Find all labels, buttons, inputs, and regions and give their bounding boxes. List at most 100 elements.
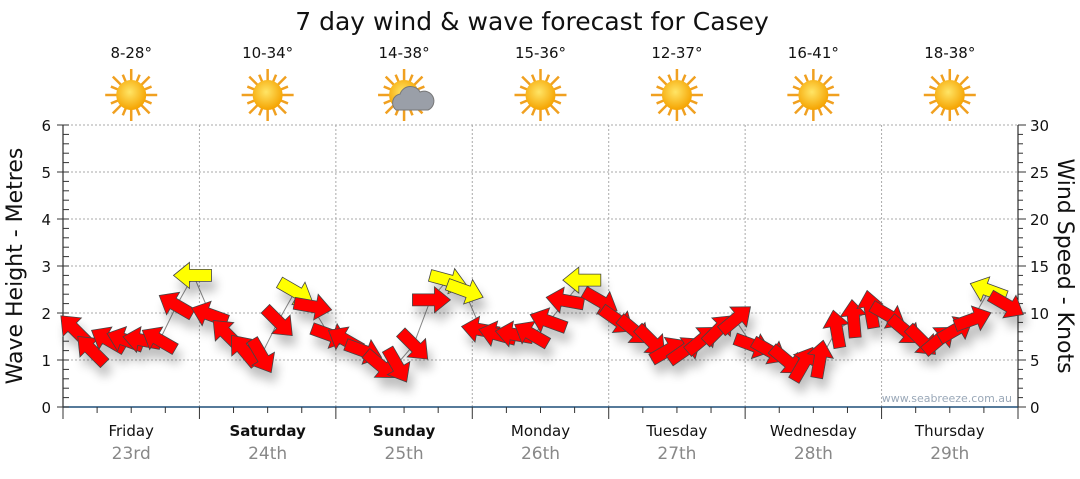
sun-ray: [519, 99, 529, 105]
wind-arrow: [444, 278, 484, 305]
sun-disc: [525, 80, 556, 110]
y-tick-label-left: 4: [41, 211, 51, 229]
sun-ray: [519, 85, 529, 91]
sun-ray: [940, 74, 946, 83]
sun-disc: [798, 80, 829, 110]
day-date: 24th: [248, 444, 287, 464]
y-tick-label-right: 5: [1030, 352, 1040, 370]
sun-ray: [246, 99, 256, 105]
day-label: Sunday: [373, 422, 436, 440]
sun-icon: [923, 69, 976, 121]
sun-ray: [803, 74, 810, 83]
sun-icon: [787, 69, 840, 121]
sun-ray: [140, 104, 151, 115]
sun-ray: [940, 107, 946, 116]
sun-ray: [521, 75, 532, 86]
sun-ray: [685, 75, 697, 86]
sun-ray: [689, 99, 698, 105]
wind-arrow: [361, 347, 396, 378]
sun-ray: [258, 107, 264, 116]
sun-cloud-icon: [378, 69, 435, 121]
sun-ray: [928, 99, 938, 105]
day-temperature: 16-41°: [788, 44, 839, 62]
sun-ray: [143, 85, 153, 91]
wind-arrow: [529, 307, 569, 334]
day-date: 29th: [930, 444, 969, 464]
sun-ray: [549, 104, 560, 115]
watermark: www.seabreeze.com.au: [882, 392, 1012, 405]
sun-icon: [650, 69, 703, 121]
wind-arrow: [260, 303, 293, 337]
y-tick-label-left: 2: [41, 305, 51, 323]
sun-ray: [271, 107, 278, 116]
sun-ray: [825, 99, 835, 105]
sun-ray: [544, 107, 551, 116]
sun-ray: [928, 85, 938, 91]
sun-ray: [271, 74, 278, 83]
sun-ray: [280, 99, 289, 105]
sun-ray: [552, 85, 562, 91]
sun-ray: [825, 85, 835, 91]
sun-ray: [817, 107, 823, 116]
day-temperature: 12-37°: [651, 44, 702, 62]
sun-ray: [958, 75, 970, 86]
sun-ray: [544, 74, 551, 83]
wind-arrow: [141, 326, 179, 356]
sun-icon: [514, 69, 567, 121]
sun-disc: [252, 80, 283, 110]
cloud-shape: [392, 86, 435, 111]
wind-arrow: [77, 336, 110, 369]
sun-ray: [276, 104, 287, 115]
sun-ray: [394, 74, 400, 83]
sun-ray: [667, 74, 673, 83]
day-label: Thursday: [914, 422, 985, 440]
y-tick-label-right: 25: [1030, 164, 1049, 182]
sun-ray: [135, 107, 141, 116]
sun-ray: [383, 99, 392, 105]
y-tick-label-left: 0: [41, 399, 51, 417]
y-tick-label-right: 15: [1030, 258, 1049, 276]
sun-ray: [681, 74, 687, 83]
sun-ray: [794, 75, 805, 86]
sun-ray: [803, 107, 810, 116]
sun-ray: [792, 99, 801, 105]
sun-ray: [408, 74, 414, 83]
day-label: Tuesday: [645, 422, 707, 440]
day-label: Saturday: [229, 422, 306, 440]
day-date: 25th: [385, 444, 424, 464]
day-date: 26th: [521, 444, 560, 464]
sun-disc: [934, 80, 965, 110]
sun-ray: [140, 75, 151, 86]
sun-ray: [657, 75, 668, 86]
day-temperature: 8-28°: [110, 44, 152, 62]
wind-arrow: [396, 327, 429, 360]
y-tick-label-left: 3: [41, 258, 51, 276]
wind-arrow: [952, 305, 992, 332]
sun-ray: [530, 74, 537, 83]
sun-ray: [953, 107, 960, 116]
wind-arrow: [172, 261, 212, 290]
sun-ray: [657, 104, 668, 115]
day-temperature: 14-38°: [379, 44, 430, 62]
wind-arrow: [412, 285, 452, 314]
wind-arrow: [514, 320, 552, 350]
sun-ray: [521, 104, 532, 115]
sun-ray: [121, 107, 128, 116]
y-tick-label-right: 0: [1030, 399, 1040, 417]
sun-ray: [962, 99, 971, 105]
day-date: 28th: [794, 444, 833, 464]
y-tick-label-right: 10: [1030, 305, 1049, 323]
sun-ray: [110, 99, 119, 105]
day-date: 27th: [657, 444, 696, 464]
y-tick-label-left: 1: [41, 352, 51, 370]
y-tick-label-left: 5: [41, 164, 51, 182]
day-label: Friday: [108, 422, 154, 440]
sun-ray: [822, 75, 833, 86]
sun-ray: [111, 75, 123, 86]
wind-arrow: [806, 339, 835, 380]
sun-ray: [384, 75, 396, 86]
sun-ray: [111, 104, 123, 115]
sun-ray: [953, 74, 960, 83]
